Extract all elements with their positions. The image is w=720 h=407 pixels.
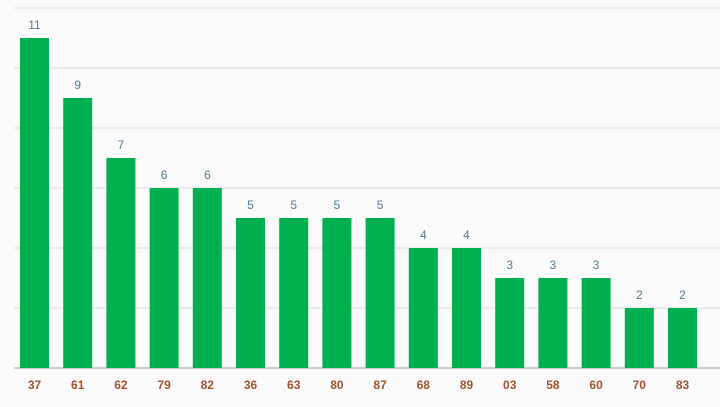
- value-label-80: 5: [334, 198, 341, 212]
- value-label-89: 4: [463, 228, 470, 242]
- bar-83[interactable]: [668, 308, 697, 368]
- value-label-37: 11: [28, 18, 41, 32]
- category-label-61: 61: [71, 378, 85, 392]
- value-label-70: 2: [636, 288, 643, 302]
- bar-68[interactable]: [408, 248, 438, 368]
- value-label-79: 6: [161, 168, 168, 182]
- bar-36[interactable]: [236, 218, 265, 368]
- bar-70[interactable]: [624, 308, 654, 368]
- value-label-62: 7: [118, 138, 125, 152]
- category-label-89: 89: [460, 378, 474, 392]
- bar-79[interactable]: [149, 188, 179, 368]
- bar-61[interactable]: [63, 98, 93, 368]
- category-label-37: 37: [28, 378, 42, 392]
- bar-62[interactable]: [106, 158, 136, 368]
- bar-58[interactable]: [538, 278, 568, 368]
- bar-60[interactable]: [581, 278, 611, 368]
- bar-37[interactable]: [20, 38, 49, 368]
- value-label-82: 6: [204, 168, 211, 182]
- value-label-83: 2: [679, 288, 686, 302]
- category-label-80: 80: [330, 378, 344, 392]
- category-label-60: 60: [589, 378, 603, 392]
- bar-82[interactable]: [192, 188, 222, 368]
- category-label-63: 63: [287, 378, 301, 392]
- category-label-82: 82: [201, 378, 215, 392]
- value-label-03: 3: [506, 258, 513, 272]
- category-label-36: 36: [244, 378, 258, 392]
- value-label-60: 3: [593, 258, 600, 272]
- category-label-83: 83: [676, 378, 690, 392]
- category-label-79: 79: [157, 378, 171, 392]
- value-label-61: 9: [74, 78, 81, 92]
- category-label-87: 87: [373, 378, 387, 392]
- value-label-87: 5: [377, 198, 384, 212]
- category-label-58: 58: [546, 378, 560, 392]
- bar-03[interactable]: [495, 278, 525, 368]
- value-label-58: 3: [550, 258, 557, 272]
- category-label-03: 03: [503, 378, 517, 392]
- bar-80[interactable]: [322, 218, 352, 368]
- value-label-36: 5: [247, 198, 254, 212]
- bar-63[interactable]: [279, 218, 309, 368]
- value-label-63: 5: [290, 198, 297, 212]
- bar-87[interactable]: [365, 218, 395, 368]
- value-label-68: 4: [420, 228, 427, 242]
- bar-89[interactable]: [452, 248, 481, 368]
- category-label-70: 70: [633, 378, 647, 392]
- category-label-62: 62: [114, 378, 128, 392]
- category-label-68: 68: [417, 378, 431, 392]
